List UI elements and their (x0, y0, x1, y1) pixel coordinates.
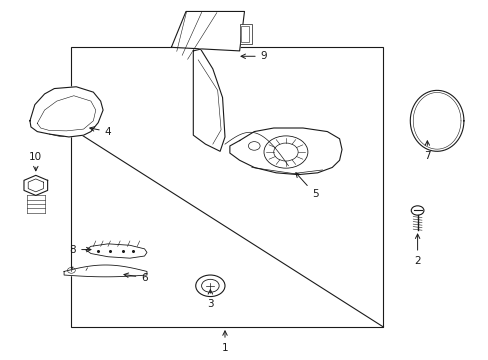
Text: 4: 4 (90, 127, 111, 136)
Text: 6: 6 (124, 273, 147, 283)
Text: 10: 10 (29, 152, 42, 171)
Polygon shape (171, 12, 244, 51)
Text: 7: 7 (423, 141, 430, 161)
Polygon shape (30, 87, 103, 137)
Text: 8: 8 (69, 244, 91, 255)
Text: 5: 5 (295, 173, 318, 199)
Polygon shape (86, 244, 147, 258)
Bar (240, 26, 249, 42)
Polygon shape (64, 265, 147, 277)
Text: 2: 2 (413, 234, 420, 266)
Polygon shape (409, 90, 463, 151)
Polygon shape (229, 128, 341, 175)
Text: 3: 3 (206, 290, 213, 309)
Polygon shape (193, 49, 224, 151)
Bar (71, 47, 383, 327)
Bar (239, 24, 251, 44)
Text: 9: 9 (241, 51, 267, 61)
Polygon shape (24, 175, 47, 195)
Text: 1: 1 (221, 331, 228, 353)
